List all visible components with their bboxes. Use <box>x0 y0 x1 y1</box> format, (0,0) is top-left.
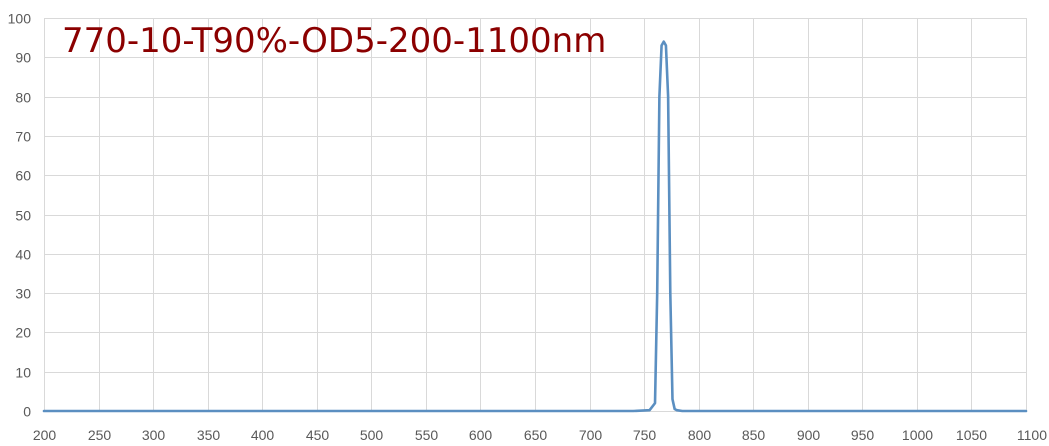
y-tick-label: 30 <box>15 286 31 302</box>
x-tick-label: 650 <box>524 427 548 443</box>
x-tick-label: 250 <box>88 427 112 443</box>
x-tick-label: 300 <box>142 427 166 443</box>
x-tick-label: 400 <box>251 427 275 443</box>
series-group <box>42 40 1028 413</box>
transmission-series-line <box>42 40 1028 413</box>
x-tick-label: 750 <box>633 427 657 443</box>
y-tick-label: 70 <box>15 129 31 145</box>
x-tick-label: 1050 <box>956 427 987 443</box>
y-tick-label: 40 <box>15 247 31 263</box>
x-tick-label: 850 <box>742 427 766 443</box>
x-tick-label: 900 <box>797 427 821 443</box>
x-tick-label: 550 <box>415 427 439 443</box>
y-tick-label: 50 <box>15 208 31 224</box>
y-tick-label: 90 <box>15 50 31 66</box>
x-tick-label: 500 <box>360 427 384 443</box>
x-tick-label: 950 <box>851 427 875 443</box>
y-tick-labels: 0 10 20 30 40 50 60 70 80 90 100 <box>8 11 32 420</box>
x-tick-label: 800 <box>688 427 712 443</box>
x-tick-label: 200 <box>33 427 57 443</box>
y-tick-label: 60 <box>15 168 31 184</box>
x-tick-label: 1100 <box>1017 427 1047 443</box>
y-tick-label: 0 <box>23 404 31 420</box>
x-tick-label: 700 <box>579 427 603 443</box>
x-tick-label: 350 <box>197 427 221 443</box>
chart-title: 770-10-T90%-OD5-200-1100nm <box>62 21 606 61</box>
x-tick-label: 450 <box>306 427 330 443</box>
x-tick-label: 1000 <box>902 427 933 443</box>
y-tick-label: 100 <box>8 11 32 27</box>
y-tick-label: 10 <box>15 365 31 381</box>
x-tick-labels: 200 250 300 350 400 450 500 550 600 650 700 750 800 8… <box>33 427 1047 443</box>
y-tick-label: 80 <box>15 90 31 106</box>
y-tick-label: 20 <box>15 325 31 341</box>
vertical-gridlines <box>44 18 1027 411</box>
horizontal-gridlines <box>44 18 1026 412</box>
x-tick-label: 600 <box>469 427 493 443</box>
